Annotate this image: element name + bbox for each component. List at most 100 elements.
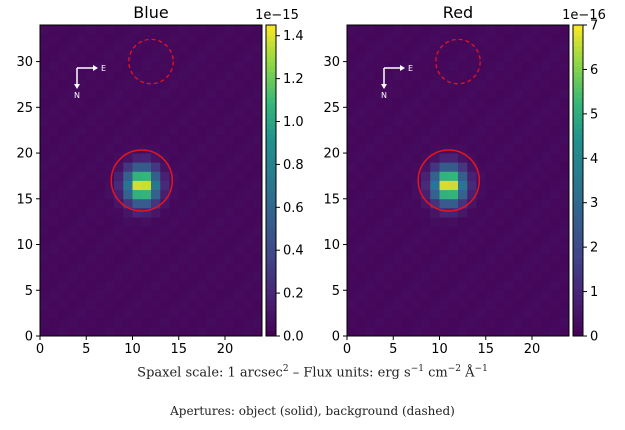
spaxel xyxy=(95,281,106,291)
spaxel xyxy=(40,52,50,62)
spaxel xyxy=(467,125,477,136)
spaxel xyxy=(215,180,226,191)
caption-exponent-cm: −2 xyxy=(447,364,461,374)
spaxel xyxy=(49,317,59,328)
spaxel xyxy=(532,79,542,90)
spaxel xyxy=(132,162,143,172)
spaxel xyxy=(402,180,413,191)
spaxel xyxy=(197,52,207,62)
spaxel xyxy=(104,143,115,154)
spaxel xyxy=(439,61,450,72)
spaxel xyxy=(532,171,542,181)
spaxel xyxy=(550,299,561,309)
spaxel xyxy=(393,25,403,35)
spaxel xyxy=(421,281,431,291)
spaxel xyxy=(114,281,124,291)
spaxel xyxy=(206,198,217,209)
spaxel xyxy=(384,226,394,236)
spaxel xyxy=(86,25,96,35)
spaxel xyxy=(151,253,161,264)
spaxel xyxy=(541,143,551,154)
spaxel xyxy=(532,153,542,163)
spaxel xyxy=(123,180,133,191)
spaxel xyxy=(430,281,440,291)
spaxel xyxy=(215,125,226,136)
spaxel xyxy=(141,253,152,264)
spaxel xyxy=(123,198,133,209)
spaxel xyxy=(114,207,124,218)
colorbar-tick-label: 0.4 xyxy=(283,244,304,259)
spaxel xyxy=(114,317,124,328)
spaxel xyxy=(550,317,561,328)
north-arrow-icon xyxy=(74,84,80,89)
spaxel xyxy=(151,34,161,44)
spaxel xyxy=(504,262,514,273)
spaxel xyxy=(550,116,561,127)
spaxel xyxy=(252,207,263,218)
spaxel xyxy=(522,235,533,245)
spaxel xyxy=(550,207,561,218)
spaxel xyxy=(178,180,189,191)
spaxel xyxy=(58,125,69,136)
spaxel xyxy=(169,326,180,337)
spaxel xyxy=(365,116,376,127)
spaxel xyxy=(411,308,422,319)
spaxel xyxy=(458,34,468,44)
spaxel xyxy=(67,244,78,255)
spaxel xyxy=(541,79,551,90)
spaxel xyxy=(476,116,487,127)
spaxel xyxy=(206,326,217,337)
spaxel xyxy=(522,79,533,90)
spaxel xyxy=(374,290,385,300)
spaxel xyxy=(169,25,180,35)
spaxel xyxy=(458,98,468,108)
spaxel xyxy=(365,217,376,227)
spaxel xyxy=(356,98,366,108)
spaxel xyxy=(40,89,50,99)
spaxel xyxy=(550,281,561,291)
spaxel xyxy=(485,125,496,136)
spaxel xyxy=(215,271,226,282)
spaxel xyxy=(559,153,570,163)
spaxel xyxy=(123,25,133,35)
spaxel xyxy=(411,107,422,117)
spaxel xyxy=(151,226,161,236)
spaxel xyxy=(458,189,468,200)
spaxel xyxy=(225,253,235,264)
spaxel xyxy=(141,116,152,127)
spaxel xyxy=(243,125,254,136)
spaxel xyxy=(356,25,366,35)
spaxel xyxy=(77,89,87,99)
y-tick-label: 20 xyxy=(16,147,33,162)
spaxel xyxy=(559,253,570,264)
spaxel xyxy=(393,162,403,172)
spaxel xyxy=(495,171,505,181)
spaxel xyxy=(467,317,477,328)
spaxel xyxy=(188,253,198,264)
spaxel xyxy=(95,207,106,218)
spaxel xyxy=(504,235,514,245)
spaxel xyxy=(86,162,96,172)
spaxel xyxy=(234,143,244,154)
spaxel xyxy=(169,226,180,236)
spaxel xyxy=(86,107,96,117)
spaxel xyxy=(169,217,180,227)
spaxel xyxy=(206,253,217,264)
spaxel xyxy=(439,171,450,181)
spaxel xyxy=(485,207,496,218)
spaxel xyxy=(141,308,152,319)
spaxel xyxy=(393,153,403,163)
spaxel xyxy=(495,326,505,337)
spaxel xyxy=(476,198,487,209)
spaxel xyxy=(197,98,207,108)
compass: EN xyxy=(381,64,413,100)
spaxel xyxy=(95,143,106,154)
spaxel xyxy=(178,134,189,145)
spaxel xyxy=(141,271,152,282)
spaxel xyxy=(384,290,394,300)
spaxel xyxy=(393,171,403,181)
spaxel xyxy=(178,317,189,328)
spaxel xyxy=(559,34,570,44)
spaxel xyxy=(559,226,570,236)
spaxel xyxy=(95,89,106,99)
